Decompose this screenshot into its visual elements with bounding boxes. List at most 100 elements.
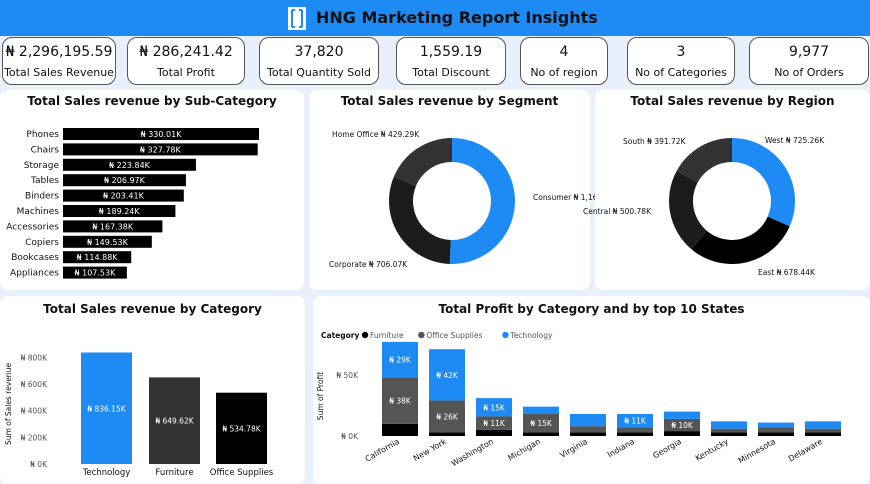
data-label: ₦ 38K (389, 397, 412, 406)
category-tick-label: Copiers (25, 238, 59, 248)
panel-sales-by-segment: Total Sales revenue by Segment Consumer … (309, 90, 620, 290)
bar-segment (570, 432, 606, 436)
data-label: ₦ 10K (671, 421, 694, 430)
data-label: ₦ 167.38K (92, 222, 134, 231)
bar (63, 266, 127, 279)
report-header: HNG Marketing Report Insights (0, 0, 870, 36)
chart-title: Total Sales revenue by Segment (340, 94, 559, 108)
kpi-no-of-categories[interactable]: 3 No of Categories (627, 37, 735, 85)
kpi-label: Total Profit (157, 66, 215, 79)
chart-title: Total Sales revenue by Sub-Category (27, 94, 277, 108)
data-label: ₦ 327.78K (140, 145, 182, 154)
state-tick-label: Delaware (787, 437, 824, 464)
panel-sales-by-category: Total Sales revenue by Category Sum of S… (0, 296, 305, 484)
kpi-value: 4 (559, 44, 569, 60)
donut-slice (732, 138, 795, 227)
bar (63, 143, 258, 156)
data-label: ₦ 149.53K (87, 238, 129, 247)
bar-segment (429, 400, 465, 433)
bar-segment (617, 414, 653, 428)
kpi-no-of-region[interactable]: 4 No of region (520, 37, 608, 85)
data-label: ₦ 29K (389, 356, 412, 365)
data-label: ₦ 11K (624, 417, 647, 426)
data-label: ₦ 836.15K (87, 404, 126, 413)
bar-segment (805, 428, 841, 433)
y-axis-title: Sum of Profit (316, 372, 325, 420)
category-tick-label: Technology (82, 468, 131, 478)
bar-segment (476, 398, 512, 417)
data-label: ₦ 203.41K (103, 192, 145, 201)
data-label: ₦ 15K (483, 403, 506, 412)
data-label: ₦ 223.84K (109, 161, 151, 170)
bar-segment (664, 431, 700, 436)
legend-marker (502, 331, 509, 339)
data-label: ₦ 11K (483, 419, 506, 428)
data-label: ₦ 114.88K (77, 253, 119, 262)
legend-title: Category (321, 331, 359, 340)
bar-segment (711, 432, 747, 436)
kpi-label: Total Sales Revenue (4, 66, 114, 79)
kpi-label: Total Quantity Sold (267, 66, 371, 79)
kpi-label: No of region (530, 66, 598, 79)
legend-marker (418, 331, 425, 339)
bar-segment (476, 416, 512, 430)
category-tick-label: Office Supplies (210, 468, 274, 478)
slice-label: South ₦ 391.72K (623, 137, 687, 146)
kpi-total-quantity-sold[interactable]: 37,820 Total Quantity Sold (259, 37, 379, 85)
y-tick-label: ₦ 0K (30, 460, 48, 469)
kpi-total-profit[interactable]: ₦ 286,241.42 Total Profit (127, 37, 245, 85)
category-tick-label: Bookcases (11, 253, 59, 263)
category-tick-label: Storage (24, 161, 60, 171)
kpi-no-of-orders[interactable]: 9,977 No of Orders (749, 37, 869, 85)
donut-slice (691, 216, 790, 264)
bar-segment (382, 341, 418, 378)
data-label: ₦ 206.97K (104, 176, 146, 185)
state-tick-label: Indiana (606, 437, 636, 460)
state-tick-label: Virginia (558, 437, 589, 460)
bar-segment (664, 418, 700, 432)
bar-segment (758, 427, 794, 433)
legend-entry: Office Supplies (426, 331, 482, 340)
y-tick-label: ₦ 200K (21, 433, 48, 442)
data-label: ₦ 534.78K (222, 424, 261, 433)
donut-slice (393, 138, 452, 186)
profit-stacked-bar-chart: Category Furniture Office Supplies Technolo… (316, 331, 841, 468)
bracket-logo-icon (288, 7, 306, 30)
y-tick-label: ₦ 800K (21, 353, 48, 362)
slice-label: Consumer ₦ 1,160.83K (533, 193, 620, 202)
category-tick-label: Binders (25, 192, 59, 202)
kpi-label: Total Discount (412, 66, 490, 79)
chart-title: Total Sales revenue by Region (630, 94, 835, 108)
bar-segment (758, 422, 794, 428)
bar (63, 174, 186, 187)
bar-segment (476, 429, 512, 436)
data-label: ₦ 649.62K (155, 417, 194, 426)
bar (216, 392, 267, 464)
category-tick-label: Phones (26, 130, 59, 140)
bar (63, 220, 163, 233)
chart-title: Total Profit by Category and by top 10 S… (438, 302, 745, 316)
bar (63, 251, 132, 264)
bar (63, 158, 196, 171)
report-title: HNG Marketing Report Insights (316, 8, 598, 27)
bar-segment (711, 428, 747, 433)
category-tick-label: Machines (17, 207, 60, 217)
bar-segment (523, 406, 559, 414)
bar-segment (617, 427, 653, 433)
kpi-total-sales-revenue[interactable]: ₦ 2,296,195.59 Total Sales Revenue (2, 37, 116, 85)
kpi-value: ₦ 286,241.42 (139, 44, 233, 60)
kpi-value: 37,820 (294, 44, 344, 60)
kpi-total-discount[interactable]: 1,559.19 Total Discount (396, 37, 506, 85)
bar (63, 189, 184, 202)
y-tick-label: ₦ 600K (21, 380, 48, 389)
data-label: ₦ 330.01K (141, 130, 183, 139)
panel-sales-by-subcategory: Total Sales revenue by Sub-Category Phon… (0, 90, 304, 290)
kpi-value: 1,559.19 (419, 44, 483, 60)
bar-segment (758, 432, 794, 436)
subcategory-bar-chart: Phones ₦ 330.01K Chairs ₦ 327.78K Storage ₦ 2… (6, 128, 259, 279)
category-tick-label: Chairs (31, 145, 60, 155)
data-label: ₦ 15K (530, 419, 553, 428)
legend-entry: Furniture (370, 331, 404, 340)
region-donut-chart: West ₦ 725.26K East ₦ 678.44K Central ₦ 50… (583, 136, 825, 277)
data-label: ₦ 26K (436, 412, 459, 421)
